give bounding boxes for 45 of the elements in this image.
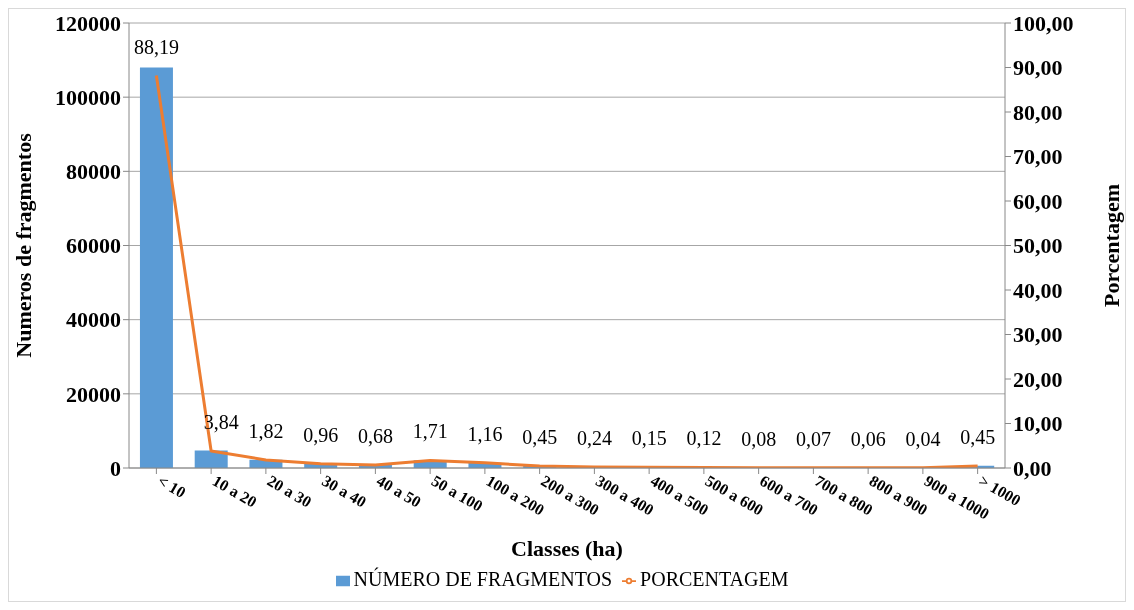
- data-label: 1,82: [248, 419, 284, 442]
- y2-tick-label: 10,00: [1013, 411, 1063, 437]
- data-label: 0,68: [357, 424, 393, 447]
- data-label: 0,08: [741, 427, 777, 450]
- data-label: 0,12: [686, 427, 722, 450]
- data-label: 0,45: [960, 426, 996, 448]
- data-label: 0,96: [303, 423, 339, 446]
- y-tick-label: 60000: [66, 233, 121, 259]
- x-tick-label: 50 a 100: [428, 471, 486, 515]
- y2-axis-title: Porcentagem: [1098, 184, 1124, 307]
- y-tick-label: 0: [110, 455, 121, 481]
- y-tick-label: 80000: [66, 159, 121, 185]
- x-tick-label: 20 a 30: [264, 471, 315, 511]
- y-axis-title: Numeros de fragmentos: [10, 132, 36, 358]
- y2-tick-label: 100,00: [1013, 10, 1074, 36]
- data-label: 88,19: [133, 35, 179, 58]
- y2-tick-label: 70,00: [1013, 144, 1063, 170]
- y2-tick-label: 80,00: [1013, 99, 1063, 125]
- y2-tick-label: 40,00: [1013, 277, 1063, 303]
- y-tick-label: 20000: [66, 381, 121, 407]
- x-tick-label: 10 a 20: [209, 471, 260, 511]
- y2-tick-label: 0,00: [1013, 455, 1052, 481]
- data-label: 0,06: [850, 427, 886, 450]
- legend-label: NÚMERO DE FRAGMENTOS: [353, 568, 613, 590]
- y2-tick-label: 30,00: [1013, 322, 1063, 348]
- data-label: 0,24: [576, 426, 612, 449]
- legend-label: PORCENTAGEM: [640, 568, 789, 590]
- data-label: 0,07: [795, 427, 831, 450]
- y-tick-label: 40000: [66, 307, 121, 333]
- x-tick-label: < 10: [154, 471, 189, 502]
- y2-tick-label: 20,00: [1013, 366, 1063, 392]
- y2-tick-label: 60,00: [1013, 188, 1063, 214]
- x-axis-title: Classes (ha): [511, 536, 623, 561]
- y2-tick-label: 50,00: [1013, 233, 1063, 259]
- x-tick-label: 30 a 40: [319, 471, 370, 511]
- data-label: 0,15: [631, 427, 667, 450]
- data-label: 1,71: [412, 420, 448, 443]
- x-tick-label: 40 a 50: [373, 471, 424, 511]
- y-tick-label: 120000: [55, 10, 121, 36]
- y-tick-label: 100000: [55, 84, 121, 110]
- bar: [139, 67, 173, 468]
- y2-tick-label: 90,00: [1013, 55, 1063, 81]
- data-label: 0,45: [522, 426, 558, 448]
- data-label: 1,16: [467, 422, 503, 445]
- data-label: 0,04: [905, 427, 941, 450]
